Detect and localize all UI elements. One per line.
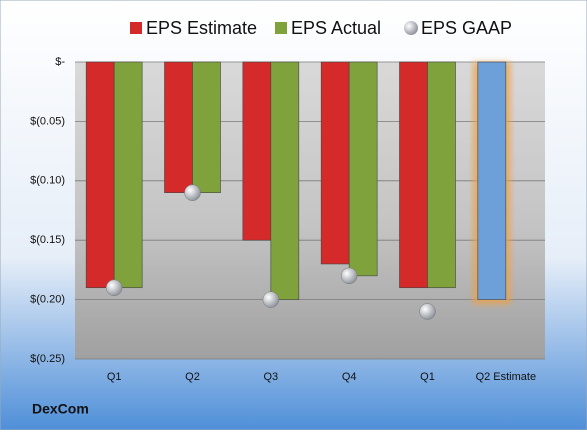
gaap-marker [340, 267, 358, 285]
footer: DexCom [32, 401, 89, 417]
bar [192, 61, 221, 193]
gaap-marker [262, 291, 280, 308]
bar [348, 61, 378, 277]
x-tick-label: Q4 [342, 371, 357, 383]
x-tick-label: Q1 [107, 371, 122, 383]
bar [477, 61, 507, 300]
bar [399, 61, 428, 289]
y-tick-label: $(0.10) [30, 175, 65, 187]
y-tick-label: $(0.25) [30, 353, 65, 365]
legend-marker [275, 22, 287, 34]
legend-label: EPS Actual [291, 18, 381, 38]
bar [270, 61, 300, 300]
bar [164, 61, 193, 193]
bar [427, 61, 456, 289]
x-tick-label: Q2 Estimate [476, 371, 537, 383]
gaap-marker [105, 279, 123, 296]
bar [85, 61, 115, 289]
bar [113, 61, 143, 289]
legend-label: EPS Estimate [146, 18, 257, 38]
x-tick-label: Q1 [420, 371, 435, 383]
legend-marker [130, 22, 142, 34]
x-tick-label: Q2 [185, 371, 200, 383]
legend-label: EPS GAAP [421, 18, 512, 38]
bar [242, 61, 272, 241]
y-tick-label: $- [55, 56, 65, 68]
plot-area [75, 62, 545, 359]
y-tick-label: $(0.15) [30, 234, 65, 246]
gaap-marker [419, 303, 436, 320]
bar [320, 61, 350, 265]
legend-marker [404, 21, 418, 35]
gaap-marker [184, 184, 201, 201]
x-tick-label: Q3 [263, 371, 278, 383]
y-tick-label: $(0.20) [30, 294, 65, 306]
y-tick-label: $(0.05) [30, 115, 65, 127]
